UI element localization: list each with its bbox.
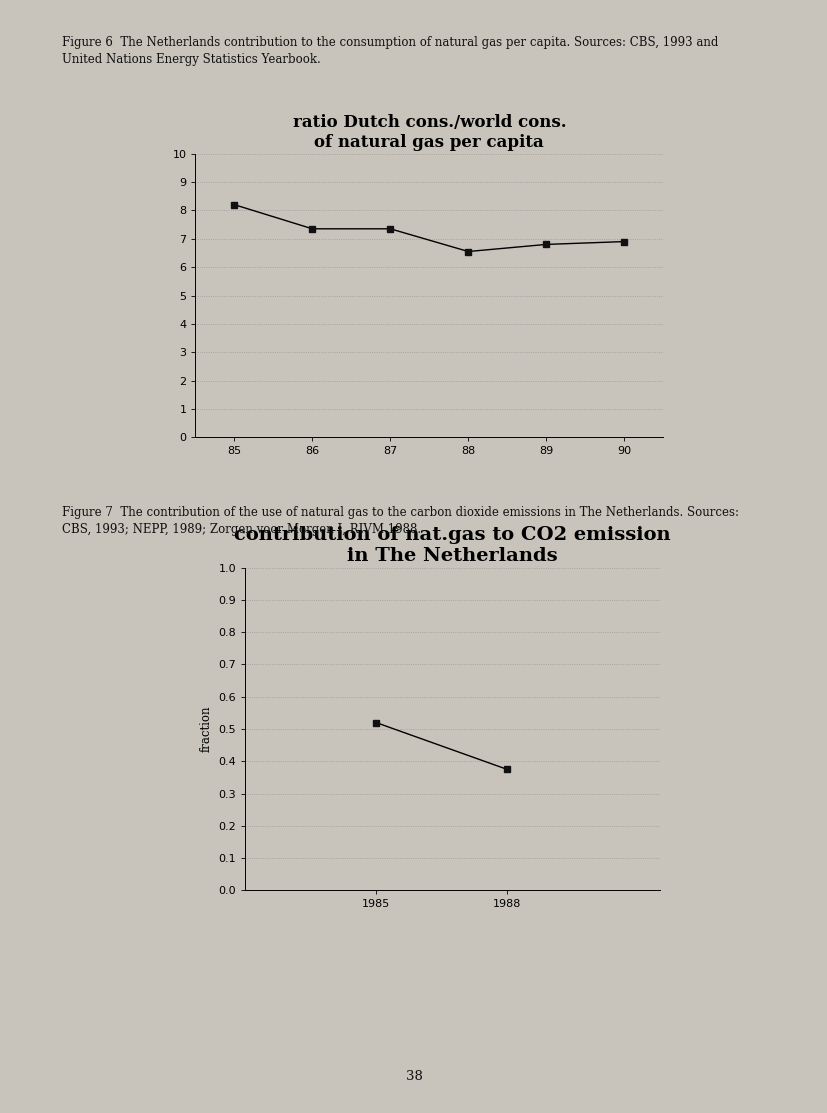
Title: ratio Dutch cons./world cons.
of natural gas per capita: ratio Dutch cons./world cons. of natural… bbox=[292, 114, 566, 150]
Y-axis label: fraction: fraction bbox=[199, 706, 213, 752]
Text: 38: 38 bbox=[405, 1070, 422, 1083]
Title: contribution of nat.gas to CO2 emission
in The Netherlands: contribution of nat.gas to CO2 emission … bbox=[234, 525, 670, 564]
Text: Figure 7  The contribution of the use of natural gas to the carbon dioxide emiss: Figure 7 The contribution of the use of … bbox=[62, 506, 739, 536]
Text: Figure 6  The Netherlands contribution to the consumption of natural gas per cap: Figure 6 The Netherlands contribution to… bbox=[62, 36, 718, 66]
